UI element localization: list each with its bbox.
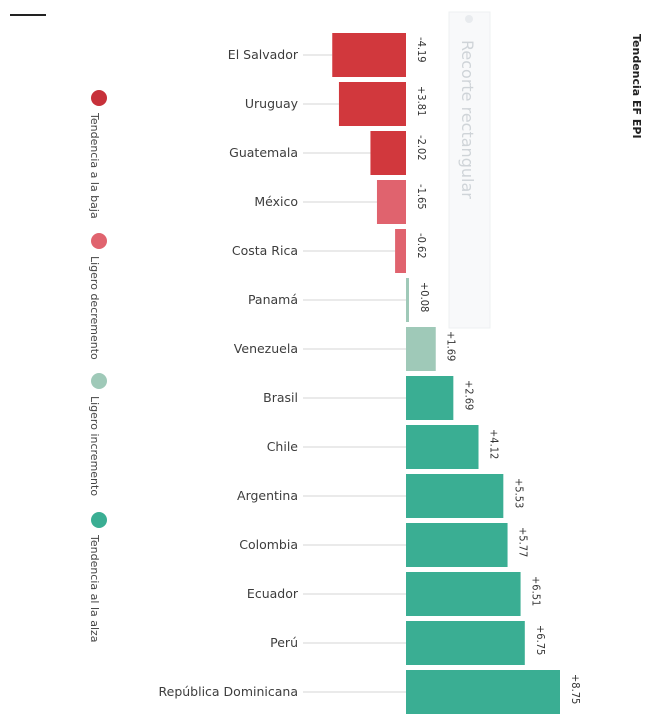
value-label: +4.12: [488, 429, 501, 459]
bar: [406, 621, 525, 665]
category-label: Uruguay: [245, 96, 299, 111]
bar: [406, 327, 436, 371]
corner-rule: [10, 14, 46, 16]
bar: [332, 33, 406, 77]
value-label: +1.69: [445, 331, 458, 361]
value-label: +6.75: [534, 625, 547, 655]
category-label: Guatemala: [229, 145, 298, 160]
value-label: +2.69: [462, 380, 475, 410]
category-label: Brasil: [263, 390, 298, 405]
category-label: Colombia: [239, 537, 298, 552]
bars-layer: El Salvador -4.19 Uruguay +3.81 Guatemala -2.…: [159, 33, 582, 714]
bar: [370, 131, 406, 175]
value-label: +8.75: [569, 674, 582, 704]
bar: [376, 180, 406, 224]
chart-title: Tendencia EF EPI: [630, 34, 643, 139]
category-label: Costa Rica: [232, 243, 298, 258]
value-label: +3.81: [415, 86, 428, 116]
legend: Tendencia a la baja Ligero decremento Lige…: [88, 90, 107, 643]
value-label: +5.53: [512, 478, 525, 508]
value-label: -4.19: [415, 37, 428, 63]
value-label: -1.65: [415, 184, 428, 210]
legend-dot: [91, 90, 107, 106]
category-label: Ecuador: [247, 586, 299, 601]
legend-label: Ligero decremento: [88, 256, 101, 360]
legend-label: Tendencia al la alza: [88, 534, 101, 643]
bar: [406, 572, 521, 616]
bar: [338, 82, 406, 126]
value-label: +5.77: [517, 527, 530, 557]
bar: [406, 670, 560, 714]
bar: [406, 425, 479, 469]
ghost-overlay-label: Recorte rectangular: [458, 40, 477, 199]
category-label: Panamá: [248, 292, 298, 307]
bar: [406, 376, 454, 420]
category-label: Perú: [270, 635, 298, 650]
category-label: Chile: [267, 439, 299, 454]
legend-label: Ligero incremento: [88, 396, 101, 496]
ghost-overlay-box: [448, 11, 491, 329]
legend-dot: [91, 512, 107, 528]
bar: [406, 523, 508, 567]
category-label: México: [254, 194, 298, 209]
bar: [395, 229, 406, 273]
value-label: -2.02: [415, 135, 428, 161]
value-label: +0.08: [418, 282, 431, 312]
value-label: +6.51: [530, 576, 543, 606]
legend-dot: [91, 373, 107, 389]
category-label: Argentina: [237, 488, 298, 503]
category-label: El Salvador: [228, 47, 299, 62]
category-label: Venezuela: [234, 341, 298, 356]
legend-label: Tendencia a la baja: [88, 112, 101, 219]
category-label: República Dominicana: [159, 684, 299, 699]
bar: [406, 278, 409, 322]
legend-dot: [91, 233, 107, 249]
ghost-overlay-handle: [465, 15, 473, 23]
bar: [406, 474, 504, 518]
value-label: -0.62: [415, 233, 428, 259]
